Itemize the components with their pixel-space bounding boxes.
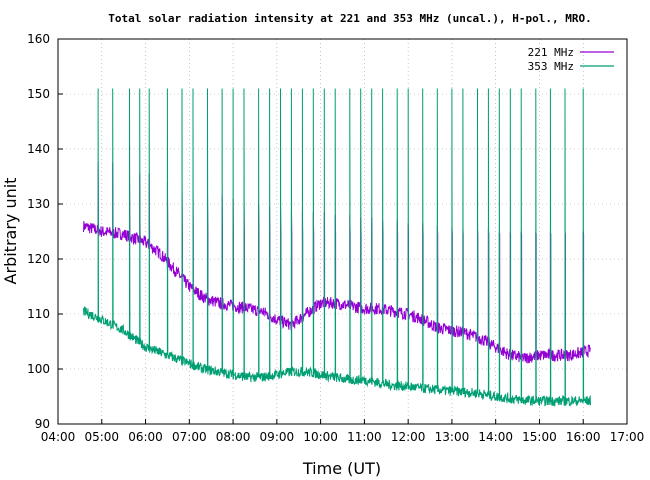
x-tick-label: 17:00 xyxy=(610,430,645,444)
x-axis-label: Time (UT) xyxy=(302,459,381,478)
series-layer xyxy=(83,88,591,408)
y-tick-label: 90 xyxy=(35,417,50,431)
series-line-221-mhz xyxy=(83,162,591,364)
x-tick-label: 13:00 xyxy=(435,430,470,444)
x-tick-label: 12:00 xyxy=(391,430,426,444)
y-tick-label: 140 xyxy=(27,142,50,156)
chart-title: Total solar radiation intensity at 221 a… xyxy=(108,12,591,25)
y-tick-label: 150 xyxy=(27,87,50,101)
x-tick-label: 08:00 xyxy=(216,430,251,444)
y-tick-label: 160 xyxy=(27,32,50,46)
y-tick-label: 100 xyxy=(27,362,50,376)
x-tick-label: 16:00 xyxy=(566,430,601,444)
plot-frame xyxy=(57,38,628,425)
x-tick-label: 15:00 xyxy=(522,430,557,444)
x-tick-label: 07:00 xyxy=(172,430,207,444)
x-axis: 04:00 05:00 06:00 07:00 08:00 09:00 10:00 11:00… xyxy=(41,419,645,444)
x-tick-label: 14:00 xyxy=(478,430,513,444)
x-tick-label: 09:00 xyxy=(260,430,295,444)
x-tick-label: 11:00 xyxy=(347,430,382,444)
legend-label: 353 MHz xyxy=(528,60,574,73)
y-axis: 90 100 110 120 130 140 150 160 xyxy=(27,32,63,431)
x-tick-label: 05:00 xyxy=(84,430,119,444)
legend-label: 221 MHz xyxy=(528,46,574,59)
series-line-353-mhz xyxy=(83,88,591,408)
x-tick-label: 10:00 xyxy=(303,430,338,444)
y-tick-label: 120 xyxy=(27,252,50,266)
x-tick-label: 06:00 xyxy=(128,430,163,444)
y-axis-label: Arbitrary unit xyxy=(1,178,20,285)
y-tick-label: 130 xyxy=(27,197,50,211)
y-tick-label: 110 xyxy=(27,307,50,321)
x-tick-label: 04:00 xyxy=(41,430,76,444)
